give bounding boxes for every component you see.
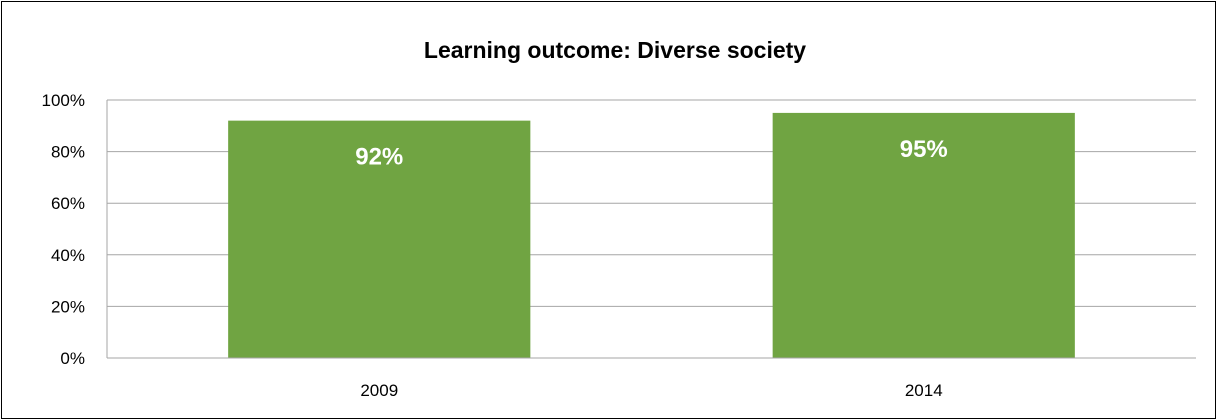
bars — [228, 112, 1075, 359]
data-labels: 92% 95% — [355, 136, 948, 171]
chart-title: Learning outcome: Diverse society — [424, 37, 806, 63]
y-axis-tick-labels: 0% 20% 40% 60% 80% 100% — [42, 91, 85, 368]
bar-2009 — [228, 120, 531, 358]
data-label-2014: 95% — [900, 136, 948, 163]
y-tick-label: 0% — [60, 349, 85, 368]
y-tick-label: 60% — [51, 194, 85, 213]
y-tick-label: 80% — [51, 143, 85, 162]
data-label-2009: 92% — [355, 144, 403, 171]
y-tick-label: 100% — [42, 91, 85, 110]
x-tick-label: 2009 — [360, 381, 398, 400]
y-tick-label: 20% — [51, 297, 85, 316]
bar-2014 — [772, 112, 1075, 359]
x-tick-label: 2014 — [905, 381, 943, 400]
x-axis-tick-labels: 2009 2014 — [360, 381, 942, 400]
y-tick-label: 40% — [51, 246, 85, 265]
